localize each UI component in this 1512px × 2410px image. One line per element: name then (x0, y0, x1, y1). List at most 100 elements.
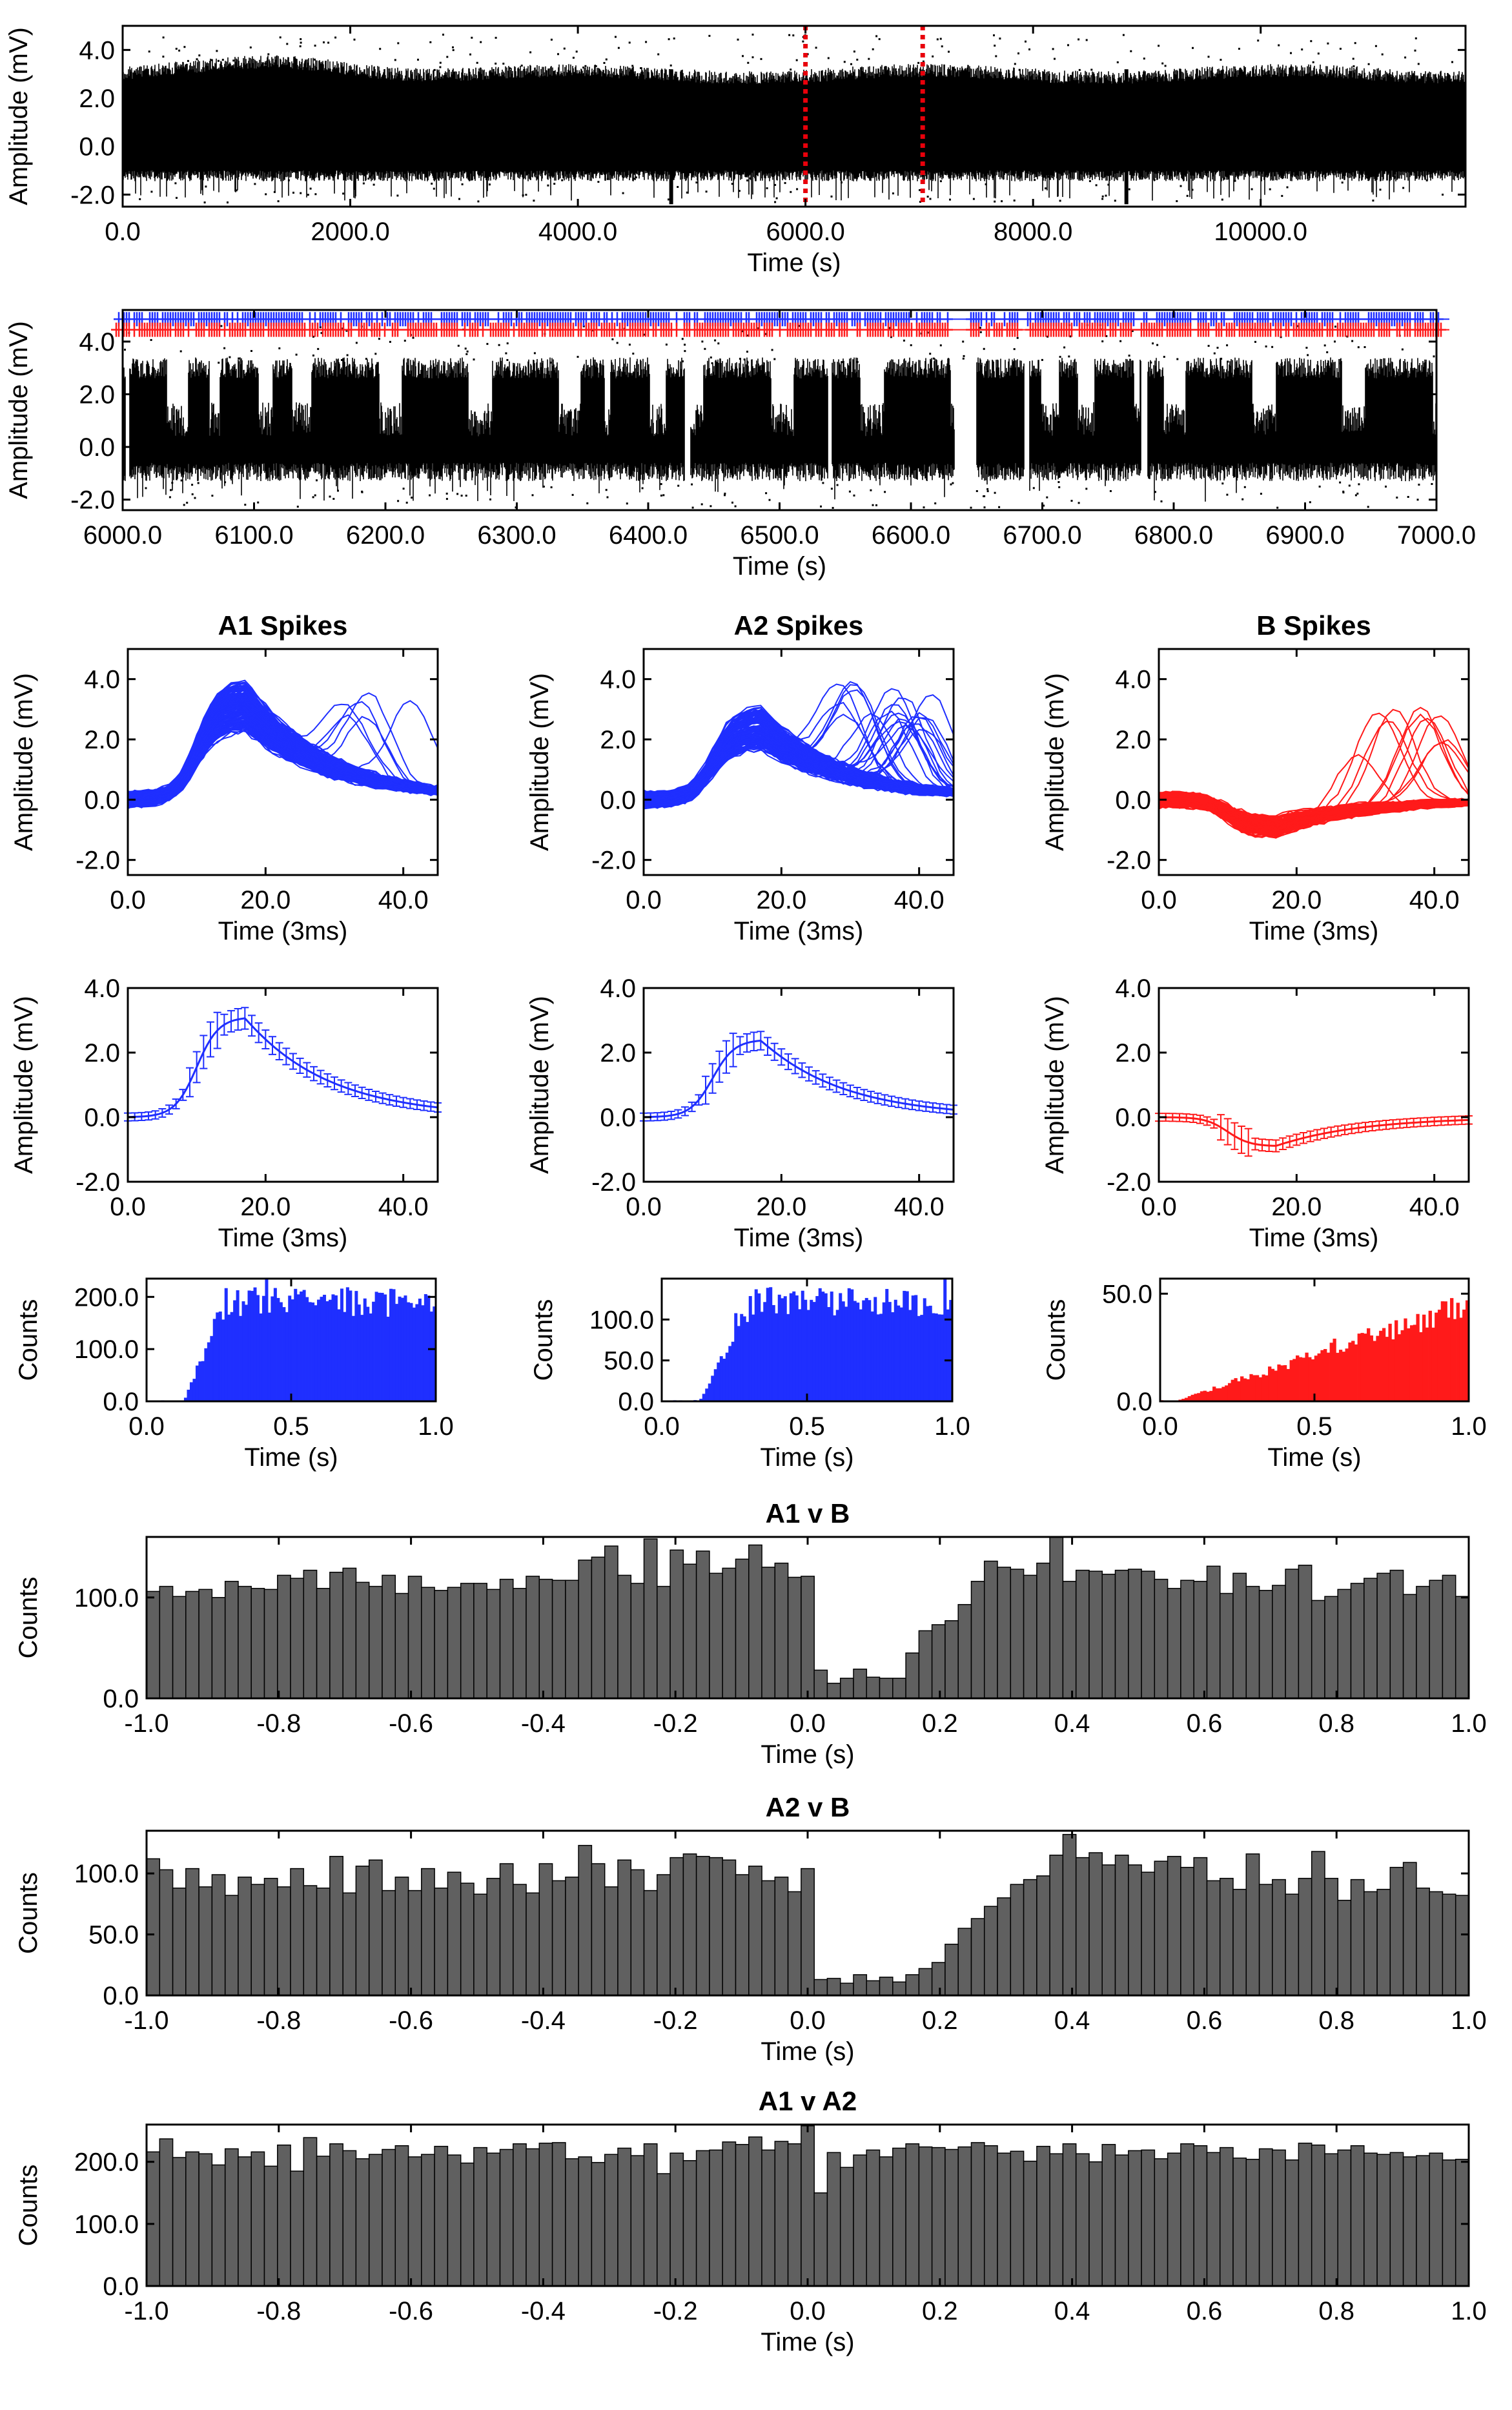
error-bar (743, 1033, 751, 1053)
isi-bar (1376, 1335, 1380, 1402)
x-tick-label: 7000.0 (1397, 521, 1476, 550)
panel-a1-mean: 0.0 20.0 40.0-2.00.02.04.0 Time (3ms) Ampl… (10, 974, 442, 1252)
isi-bar (204, 1348, 208, 1402)
outlier-sample (1078, 68, 1081, 71)
outlier-sample (1415, 37, 1417, 39)
y-tick-label: 0.0 (103, 1388, 139, 1416)
outlier-sample (1101, 198, 1104, 200)
outlier-sample (926, 196, 929, 198)
x-tick-label: -0.8 (256, 2297, 301, 2325)
isi-bar (853, 1301, 857, 1402)
isi-bar (1447, 1317, 1451, 1402)
error-bar (688, 1101, 696, 1113)
ccg-bar (1036, 1562, 1050, 1699)
error-bar (1196, 1115, 1204, 1124)
outlier-sample (929, 198, 932, 200)
outlier-sample (635, 176, 637, 179)
isi-bar (256, 1295, 260, 1402)
a1-v-a2-ylabel: Counts (14, 2165, 43, 2247)
outlier-sample (461, 183, 464, 185)
error-bar (158, 1108, 167, 1118)
isi-bar (839, 1293, 843, 1402)
outlier-sample (1045, 187, 1047, 190)
isi-bar (1308, 1357, 1312, 1402)
ccg-bar (1167, 1587, 1181, 1699)
isi-bar (928, 1305, 932, 1402)
isi-bar (1419, 1332, 1423, 1402)
ccg-bar (185, 1591, 199, 1699)
isi-bar (320, 1297, 323, 1402)
x-tick-label: 6600.0 (872, 521, 950, 550)
x-tick-label: -0.6 (389, 1709, 433, 1738)
outlier-sample (919, 189, 921, 191)
ccg-bar (473, 1893, 487, 1996)
error-bar (234, 1007, 242, 1031)
error-bar (275, 1042, 283, 1061)
x-tick-label: 1.0 (418, 1412, 454, 1441)
a1-isi-xlabel: Time (s) (244, 1443, 338, 1472)
outlier-sample (488, 183, 491, 186)
outlier-sample (473, 358, 475, 361)
outlier-sample (296, 506, 299, 508)
ccg-bar (394, 1592, 409, 1699)
outlier-sample (595, 65, 597, 67)
outlier-sample (746, 361, 749, 364)
isi-bar (1255, 1375, 1260, 1402)
x-tick-label: 20.0 (1271, 886, 1322, 914)
outlier-sample (323, 41, 325, 44)
outlier-sample (890, 336, 892, 338)
outlier-sample (334, 36, 337, 39)
isi-bar (317, 1299, 321, 1402)
outlier-sample (198, 54, 201, 57)
ccg-bar (198, 1886, 213, 1996)
isi-bar (398, 1296, 402, 1402)
ccg-bar (538, 1578, 553, 1699)
outlier-sample (766, 187, 768, 189)
ccg-bar (316, 2156, 331, 2287)
outlier-sample (1312, 61, 1314, 63)
isi-bar (424, 1294, 427, 1402)
error-bar (1313, 1129, 1322, 1141)
outlier-sample (1119, 340, 1122, 342)
error-bar (757, 1031, 765, 1051)
outlier-sample (1226, 344, 1229, 347)
y-tick-label: 0.0 (1116, 1388, 1152, 1416)
ccg-bar (970, 1918, 985, 1996)
y-tick-label: 2.0 (84, 726, 120, 754)
isi-bar (345, 1287, 349, 1402)
ccg-bar (997, 1897, 1012, 1996)
isi-bar (1336, 1352, 1340, 1402)
isi-bar (1262, 1374, 1265, 1402)
x-tick-label: 1.0 (1451, 2006, 1487, 2035)
error-bar (269, 1036, 276, 1055)
outlier-sample (553, 183, 556, 185)
ccg-bar (146, 1591, 161, 1699)
y-tick-label: -2.0 (76, 1168, 120, 1197)
ccg-bar (329, 1855, 343, 1996)
outlier-sample (439, 66, 442, 68)
ccg-bar (486, 2152, 501, 2287)
outlier-sample (775, 197, 778, 200)
ccg-bar (866, 1980, 881, 1996)
ccg-bar (1010, 1884, 1025, 1996)
isi-bar (754, 1289, 758, 1402)
ccg-bar (695, 2150, 710, 2287)
isi-bar (766, 1288, 770, 1402)
y-tick-label: 200.0 (74, 1283, 139, 1312)
ccg-bar (1376, 1888, 1391, 1996)
outlier-sample (232, 59, 235, 62)
ccg-bar (591, 1556, 606, 1699)
outlier-sample (731, 183, 733, 185)
ccg-bar (250, 1884, 265, 1996)
spike-waveform (128, 694, 438, 799)
outlier-sample (1358, 483, 1360, 486)
outlier-sample (505, 352, 507, 355)
outlier-sample (1078, 38, 1080, 41)
raw-zoom-frame (121, 309, 1438, 511)
isi-bar (273, 1288, 277, 1402)
ccg-bar (565, 2158, 579, 2287)
ccg-bar (1141, 2149, 1156, 2287)
isi-bar (1209, 1390, 1213, 1402)
error-bar (1306, 1130, 1314, 1142)
isi-bar (711, 1375, 715, 1402)
